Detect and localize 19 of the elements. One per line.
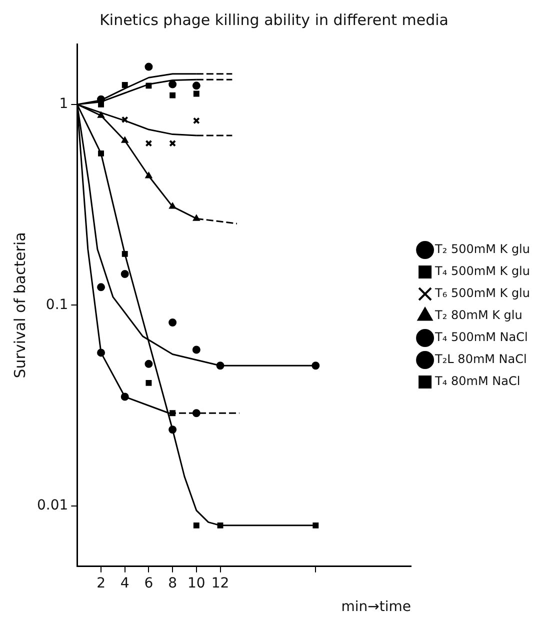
x-tick-label: 4: [120, 575, 130, 592]
chart-title: Kinetics phage killing ability in different media: [100, 10, 448, 29]
y-tick-label: 0.1: [46, 296, 68, 313]
legend-label: T₂L 80mM NaCl: [434, 352, 527, 366]
legend-label: T₂ 80mM K glu: [434, 308, 522, 322]
legend-label: T₄ 500mM NaCl: [434, 330, 528, 344]
x-axis-title: min→time: [341, 599, 412, 616]
legend-label: T₄ 80mM NaCl: [434, 374, 520, 388]
x-tick-label: 8: [168, 575, 178, 592]
legend-label: T₂ 500mM K glu: [434, 242, 530, 256]
x-tick-label: 6: [144, 575, 154, 592]
y-tick-label: 1: [59, 96, 68, 112]
x-tick-label: 10: [187, 575, 206, 592]
y-axis-title: Survival of bacteria: [10, 232, 29, 378]
x-tick-label: 12: [211, 575, 230, 592]
legend-label: T₄ 500mM K glu: [434, 264, 530, 278]
x-tick-label: 2: [96, 575, 106, 592]
legend-label: T₆ 500mM K glu: [434, 286, 530, 300]
y-tick-label: 0.01: [37, 498, 68, 514]
